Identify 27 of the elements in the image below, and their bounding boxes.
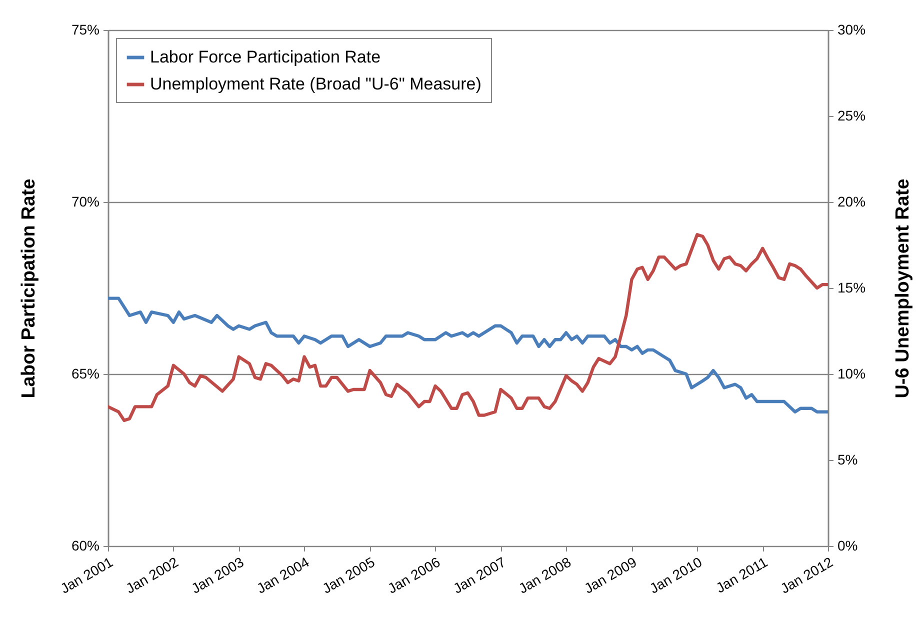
y2-tick-label: 25% <box>838 108 866 124</box>
x-tick-label: Jan 2010 <box>646 554 705 596</box>
x-tick-label: Jan 2012 <box>778 554 836 596</box>
x-tick-label: Jan 2001 <box>58 554 116 596</box>
x-tick-label: Jan 2007 <box>450 554 508 596</box>
y2-axis-title: U-6 Unemployment Rate <box>892 178 914 398</box>
y2-tick-label: 15% <box>838 280 866 296</box>
y-tick-label: 70% <box>71 194 100 210</box>
y2-tick-label: 5% <box>838 452 858 468</box>
x-tick-label: Jan 2009 <box>581 554 640 596</box>
y2-tick-label: 10% <box>838 366 866 382</box>
x-tick-label: Jan 2003 <box>188 554 247 596</box>
x-tick-label: Jan 2006 <box>384 554 443 596</box>
y-tick-label: 65% <box>71 366 100 382</box>
x-tick-label: Jan 2002 <box>123 554 182 596</box>
x-tick-label: Jan 2011 <box>713 554 770 596</box>
y2-tick-label: 30% <box>838 22 866 38</box>
y-tick-label: 75% <box>71 22 100 38</box>
y-tick-label: 60% <box>71 538 100 554</box>
y-axis-title: Labor Participation Rate <box>18 178 40 398</box>
legend-label: Unemployment Rate (Broad "U-6" Measure) <box>150 74 482 94</box>
y2-tick-label: 20% <box>838 194 866 210</box>
legend-label: Labor Force Participation Rate <box>150 48 381 66</box>
x-tick-label: Jan 2005 <box>319 554 378 596</box>
x-tick-label: Jan 2008 <box>516 554 574 596</box>
x-tick-label: Jan 2004 <box>254 554 312 596</box>
y2-tick-label: 0% <box>838 538 858 554</box>
